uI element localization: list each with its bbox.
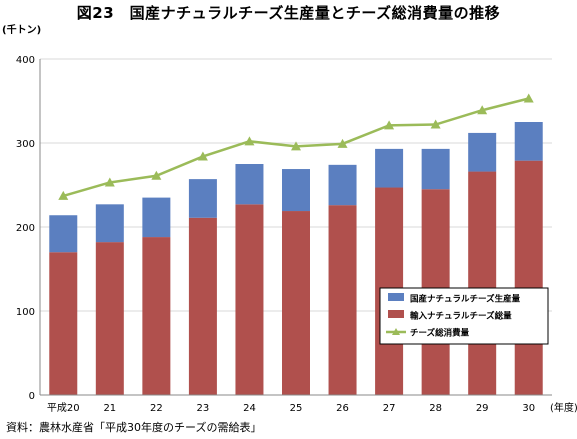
y-tick-label: 100 — [16, 307, 35, 318]
x-tick-label: 22 — [150, 403, 163, 414]
domestic-bar-9 — [468, 132, 497, 172]
domestic-bar-10 — [514, 122, 543, 161]
consumption-marker-1 — [104, 177, 115, 187]
x-tick-label: 23 — [197, 403, 210, 414]
import-bar-2 — [142, 237, 171, 395]
bars — [49, 122, 543, 395]
import-bar-5 — [282, 211, 310, 395]
import-bar-6 — [328, 205, 357, 395]
import-bar-3 — [188, 217, 217, 395]
domestic-bar-4 — [235, 164, 264, 205]
consumption-marker-9 — [477, 105, 488, 115]
y-tick-label: 0 — [29, 391, 35, 402]
x-tick-label: 27 — [383, 403, 396, 414]
domestic-bar-7 — [375, 148, 404, 188]
legend-label-2: チーズ総消費量 — [410, 328, 470, 339]
consumption-marker-0 — [58, 190, 69, 200]
axes: 0 100 200 300 400 (千トン) 平成20 21 22 23 24 25 26 27 28 29… — [2, 23, 577, 414]
consumption-marker-8 — [430, 119, 441, 129]
x-tick-label: 26 — [336, 403, 349, 414]
x-tick-label: 30 — [522, 403, 535, 414]
x-axis-unit: (年度) — [550, 401, 577, 414]
x-tick-label: 28 — [429, 403, 442, 414]
consumption-marker-10 — [523, 93, 534, 103]
x-tick-label: 21 — [103, 403, 116, 414]
y-tick-label: 400 — [16, 55, 35, 66]
x-tick-label: 25 — [290, 403, 303, 414]
domestic-bar-3 — [188, 179, 217, 218]
consumption-marker-6 — [337, 138, 348, 148]
x-tick-label: 24 — [243, 403, 256, 414]
consumption-line — [58, 93, 534, 200]
consumption-marker-3 — [197, 151, 208, 161]
y-axis-unit: (千トン) — [2, 23, 41, 36]
source-note: 資料：農林水産省「平成30年度のチーズの需給表」 — [6, 421, 262, 434]
domestic-bar-0 — [49, 215, 78, 253]
domestic-bar-2 — [142, 197, 171, 238]
y-tick-label: 300 — [16, 139, 35, 150]
domestic-bar-6 — [328, 164, 357, 206]
x-tick-label: 平成20 — [47, 402, 80, 414]
consumption-marker-4 — [244, 136, 255, 146]
domestic-bar-5 — [282, 169, 310, 212]
legend-swatch-0 — [388, 293, 404, 301]
domestic-bar-1 — [95, 204, 124, 243]
legend-label-0: 国産ナチュラルチーズ生産量 — [410, 294, 521, 305]
consumption-marker-2 — [151, 170, 162, 180]
consumption-marker-5 — [291, 141, 301, 151]
legend-box — [379, 287, 549, 345]
y-tick-label: 200 — [16, 223, 35, 234]
chart-title: 図23 国産ナチュラルチーズ生産量とチーズ総消費量の推移 — [76, 4, 501, 22]
x-tick-label: 29 — [476, 403, 489, 414]
legend-marker-swatch — [392, 328, 400, 335]
import-bar-1 — [95, 242, 124, 395]
legend-label-1: 輸入ナチュラルチーズ総量 — [410, 311, 512, 322]
import-bar-0 — [49, 252, 78, 395]
domestic-bar-8 — [421, 148, 450, 190]
consumption-marker-7 — [384, 120, 395, 130]
import-bar-9 — [468, 171, 497, 395]
import-bar-4 — [235, 204, 264, 395]
legend-swatch-1 — [388, 310, 404, 318]
import-bar-10 — [514, 160, 543, 395]
